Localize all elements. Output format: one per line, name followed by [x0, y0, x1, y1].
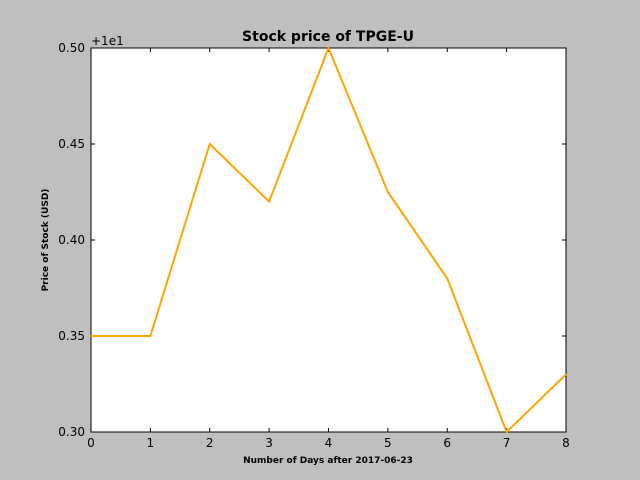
- data-point: [446, 277, 448, 279]
- data-point: [506, 431, 508, 433]
- y-offset-label: +1e1: [91, 34, 124, 48]
- y-tick-label: 0.40: [58, 233, 85, 247]
- x-tick-label: 6: [443, 436, 451, 450]
- data-point: [90, 335, 92, 337]
- data-point: [565, 373, 567, 375]
- data-point: [327, 47, 330, 49]
- x-tick-label: 0: [87, 436, 95, 450]
- data-point: [209, 143, 211, 145]
- x-tick-label: 1: [147, 436, 155, 450]
- x-tick-label: 7: [503, 436, 511, 450]
- y-tick-label: 0.50: [58, 41, 85, 55]
- x-tick-label: 8: [562, 436, 570, 450]
- x-tick-label: 5: [384, 436, 392, 450]
- series-layer: [90, 45, 567, 434]
- y-axis-label: Price of Stock (USD): [41, 189, 51, 292]
- plot-area: [90, 47, 567, 433]
- y-tick-label: 0.45: [58, 137, 85, 151]
- x-tick-label: 3: [265, 436, 273, 450]
- data-point: [149, 335, 151, 337]
- ticks: 0 1 2 3 4 5 6 7 8 0.30 0.35 0.40 0.45 0.50: [58, 41, 570, 450]
- x-tick-label: 4: [325, 436, 333, 450]
- data-point: [387, 191, 389, 193]
- y-tick-label: 0.35: [58, 329, 85, 343]
- data-point: [268, 201, 270, 203]
- x-tick-label: 2: [206, 436, 214, 450]
- x-axis-label: Number of Days after 2017-06-23: [243, 456, 413, 466]
- y-tick-label: 0.30: [58, 425, 85, 439]
- chart-title: Stock price of TPGE-U: [242, 29, 414, 45]
